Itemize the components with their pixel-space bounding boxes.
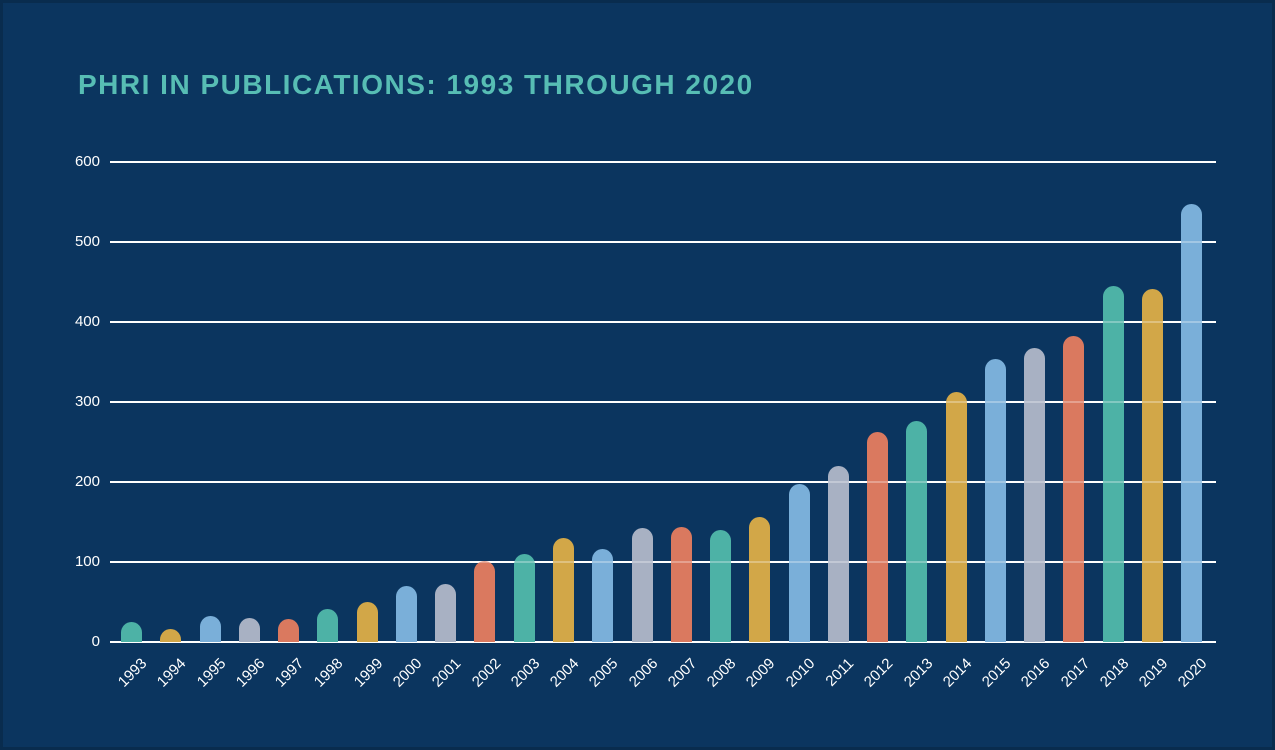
bar-2020 [1181, 204, 1203, 642]
bar-2002 [474, 561, 496, 642]
bar-1995 [199, 616, 221, 642]
bar-2006 [631, 527, 653, 642]
bar-2019 [1142, 289, 1164, 642]
gridline-200 [110, 481, 1216, 483]
gridline-600 [110, 161, 1216, 163]
bar-2018 [1102, 286, 1124, 642]
chart-title: PHRI IN PUBLICATIONS: 1993 THROUGH 2020 [78, 69, 754, 100]
x-axis-label-2018: 2018 [1096, 655, 1133, 691]
bar-2001 [435, 584, 457, 642]
x-axis-label-2001: 2001 [429, 655, 465, 691]
x-axis-label-1998: 1998 [311, 655, 347, 691]
y-axis-tick-400: 400 [74, 313, 100, 330]
bar-2000 [395, 586, 417, 642]
x-axis-label-1999: 1999 [350, 655, 387, 691]
bar-1993 [121, 622, 142, 642]
gridline-overlay-200 [110, 481, 1216, 483]
bar-2011 [827, 466, 849, 642]
x-axis-label-2015: 2015 [978, 655, 1015, 691]
bar-2010 [788, 483, 810, 642]
x-axis-label-2014: 2014 [939, 655, 976, 691]
x-axis-label-1997: 1997 [271, 655, 308, 691]
gridline-overlay-500 [110, 241, 1216, 243]
x-axis-label-2010: 2010 [782, 655, 819, 691]
y-axis-tick-500: 500 [74, 233, 100, 250]
x-axis-label-2006: 2006 [625, 655, 662, 691]
bar-1997 [278, 618, 300, 642]
x-axis-label-1993: 1993 [114, 655, 151, 691]
x-axis-label-1994: 1994 [154, 655, 190, 691]
bar-1999 [356, 602, 378, 642]
x-axis-label-2019: 2019 [1135, 655, 1172, 691]
gridline-0 [110, 641, 1216, 643]
bar-1998 [317, 609, 339, 642]
bar-2016 [1024, 348, 1046, 642]
bar-2008 [710, 530, 732, 642]
bar-2014 [945, 391, 967, 642]
x-axis-label-2003: 2003 [507, 655, 544, 691]
bar-2015 [984, 358, 1006, 642]
bar-2009 [749, 517, 771, 642]
x-axis-label-2013: 2013 [900, 655, 936, 691]
x-axis-label-1995: 1995 [193, 655, 230, 691]
bar-2007 [670, 526, 692, 642]
gridline-100 [110, 561, 1216, 563]
x-axis-label-2011: 2011 [822, 655, 858, 690]
x-axis-label-2012: 2012 [861, 655, 897, 691]
x-axis-label-2000: 2000 [389, 655, 426, 691]
bar-2013 [906, 421, 928, 642]
gridline-400 [110, 321, 1216, 323]
gridline-overlay-600 [110, 161, 1216, 163]
gridline-300 [110, 401, 1216, 403]
bar-1996 [238, 618, 260, 642]
x-axis-label-2007: 2007 [664, 655, 701, 691]
gridline-overlay-300 [110, 401, 1216, 403]
gridline-overlay-100 [110, 561, 1216, 563]
bar-2017 [1063, 336, 1085, 642]
x-axis-label-2008: 2008 [703, 655, 740, 691]
bar-2005 [592, 549, 614, 642]
gridline-500 [110, 241, 1216, 243]
x-axis-label-2005: 2005 [586, 655, 622, 691]
bar-2003 [513, 554, 535, 642]
bar-2004 [552, 538, 574, 642]
x-axis-label-2020: 2020 [1175, 655, 1211, 691]
bar-2012 [867, 432, 889, 642]
y-axis-tick-300: 300 [74, 393, 100, 410]
x-axis-label-2017: 2017 [1057, 655, 1093, 691]
plot-area: 0 100 200 300 400 500 600 1993 1994 1995 1996 1997 1… [3, 3, 1275, 750]
y-axis-tick-100: 100 [74, 553, 100, 570]
x-axis-label-2009: 2009 [743, 655, 779, 691]
x-axis-label-2004: 2004 [546, 655, 583, 691]
x-axis-label-2016: 2016 [1018, 655, 1054, 691]
bar-1994 [160, 629, 182, 642]
y-axis-tick-600: 600 [74, 153, 100, 170]
x-axis-label-1996: 1996 [232, 655, 269, 691]
y-axis-tick-0: 0 [91, 633, 100, 650]
x-axis-label-2002: 2002 [468, 655, 504, 691]
y-axis-tick-200: 200 [74, 473, 100, 490]
gridline-overlay-400 [110, 321, 1216, 323]
